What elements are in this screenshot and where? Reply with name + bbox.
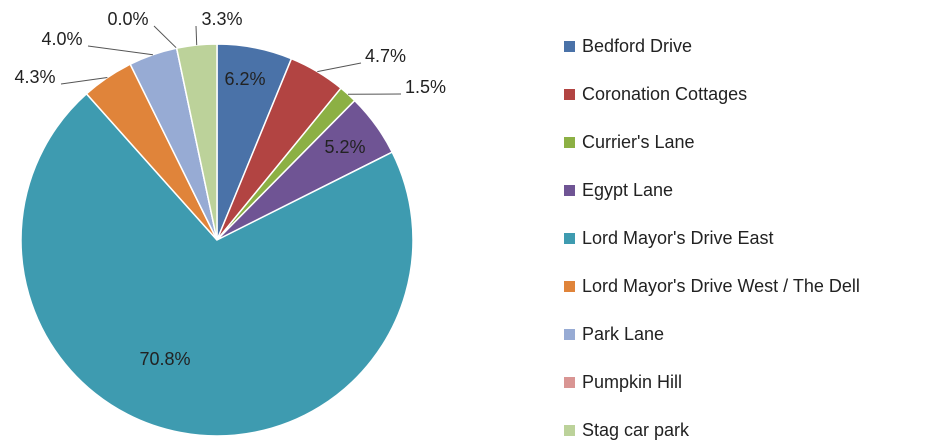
data-label: 4.7% bbox=[365, 46, 406, 66]
legend-label: Park Lane bbox=[582, 324, 664, 344]
leader-line bbox=[87, 45, 153, 56]
legend-label: Egypt Lane bbox=[582, 180, 673, 200]
data-label: 5.2% bbox=[324, 137, 365, 157]
legend-label: Lord Mayor's Drive West / The Dell bbox=[582, 276, 860, 296]
legend-label: Lord Mayor's Drive East bbox=[582, 228, 774, 248]
data-label: 3.3% bbox=[201, 9, 242, 29]
legend-swatch bbox=[564, 233, 575, 244]
leader-line bbox=[195, 25, 198, 46]
legend-swatch bbox=[564, 185, 575, 196]
leader-line bbox=[317, 62, 362, 73]
legend-label: Currier's Lane bbox=[582, 132, 694, 152]
legend-swatch bbox=[564, 281, 575, 292]
legend-label: Stag car park bbox=[582, 420, 690, 440]
pie-slice bbox=[20, 92, 414, 437]
legend-swatch bbox=[564, 425, 575, 436]
data-label: 4.0% bbox=[41, 29, 82, 49]
leader-line bbox=[60, 77, 108, 85]
legend-swatch bbox=[564, 329, 575, 340]
data-label: 6.2% bbox=[224, 69, 265, 89]
data-label: 4.3% bbox=[14, 67, 55, 87]
legend-swatch bbox=[564, 137, 575, 148]
data-label: 1.5% bbox=[405, 77, 446, 97]
data-label: 0.0% bbox=[107, 9, 148, 29]
legend-swatch bbox=[564, 41, 575, 52]
legend-label: Pumpkin Hill bbox=[582, 372, 682, 392]
legend-swatch bbox=[564, 377, 575, 388]
data-label: 70.8% bbox=[139, 349, 190, 369]
legend-label: Bedford Drive bbox=[582, 36, 692, 56]
legend-swatch bbox=[564, 89, 575, 100]
leader-line bbox=[153, 25, 178, 49]
legend-label: Coronation Cottages bbox=[582, 84, 747, 104]
